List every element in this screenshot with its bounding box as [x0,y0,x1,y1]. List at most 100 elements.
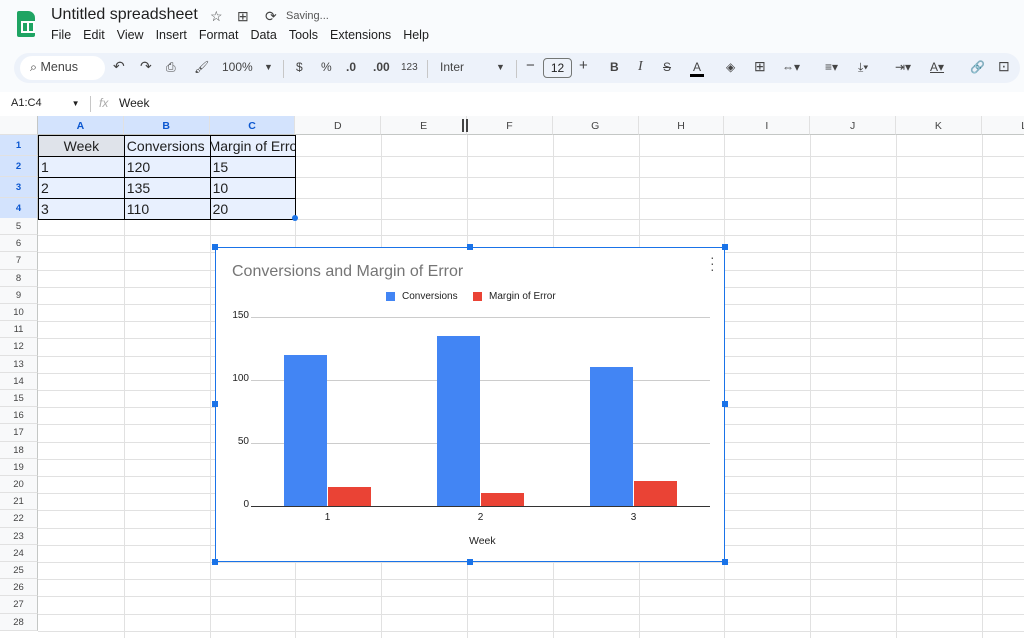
row-header-12[interactable]: 12 [0,338,38,356]
column-header-C[interactable]: C [209,116,296,135]
row-header-13[interactable]: 13 [0,355,38,373]
row-header-7[interactable]: 7 [0,252,38,270]
chart-resize-handle[interactable] [722,559,728,565]
fill-handle[interactable] [292,215,298,221]
italic-button[interactable]: I [638,59,643,74]
row-header-15[interactable]: 15 [0,390,38,408]
menu-insert[interactable]: Insert [155,28,187,42]
merge-cells-icon[interactable]: ⇔▾ [782,60,801,74]
cell-C1[interactable]: Margin of Error [209,135,297,157]
cell-C2[interactable]: 15 [209,156,297,178]
column-header-L[interactable]: L [981,116,1024,135]
document-title[interactable]: Untitled spreadsheet [51,6,198,23]
row-header-6[interactable]: 6 [0,235,38,253]
row-header-16[interactable]: 16 [0,407,38,425]
row-header-8[interactable]: 8 [0,269,38,287]
strikethrough-icon[interactable]: S [663,60,672,74]
row-header-25[interactable]: 25 [0,562,38,580]
menu-edit[interactable]: Edit [83,28,105,42]
column-header-A[interactable]: A [38,116,124,135]
row-header-23[interactable]: 23 [0,527,38,545]
text-rotation-icon[interactable]: A▾ [930,60,945,74]
sheets-logo[interactable] [17,11,35,37]
row-header-3[interactable]: 3 [0,177,38,198]
menu-data[interactable]: Data [250,28,277,42]
redo-icon[interactable]: ↷ [140,58,152,74]
print-icon[interactable]: ⎙ [166,60,176,74]
column-header-B[interactable]: B [123,116,210,135]
row-header-10[interactable]: 10 [0,304,38,322]
column-header-K[interactable]: K [896,116,982,135]
row-header-17[interactable]: 17 [0,424,38,442]
menu-extensions[interactable]: Extensions [330,28,392,42]
row-header-28[interactable]: 28 [0,613,38,631]
menu-file[interactable]: File [51,28,72,42]
row-header-21[interactable]: 21 [0,493,38,511]
row-header-11[interactable]: 11 [0,321,38,339]
column-header-D[interactable]: D [295,116,382,135]
column-header-I[interactable]: I [724,116,811,135]
menu-format[interactable]: Format [198,28,239,42]
zoom-select[interactable]: 100% [222,60,253,74]
row-header-2[interactable]: 2 [0,156,38,177]
text-color-button[interactable]: A [690,60,705,77]
font-size-input[interactable]: 12 [543,58,572,78]
insert-link-icon[interactable]: 🔗 [970,60,985,74]
chevron-down-icon[interactable]: ▼ [264,62,273,72]
cell-A1[interactable]: Week [38,135,125,157]
paint-format-icon[interactable]: 🖌 [194,60,210,74]
font-select[interactable]: Inter [440,60,465,74]
chart[interactable]: Conversions and Margin of Error · · · Conv… [212,244,728,565]
chart-resize-handle[interactable] [722,401,728,407]
cell-A3[interactable]: 2 [38,177,125,199]
cell-B4[interactable]: 110 [123,198,211,220]
row-header-26[interactable]: 26 [0,579,38,597]
column-header-G[interactable]: G [552,116,639,135]
menu-view[interactable]: View [116,28,144,42]
row-header-18[interactable]: 18 [0,441,38,459]
column-resize-handle[interactable] [462,119,468,132]
row-header-24[interactable]: 24 [0,544,38,562]
text-wrapping-icon[interactable]: ⇥▾ [895,60,912,74]
increase-font-size-button[interactable]: + [579,57,588,74]
formula-input[interactable]: Week [119,96,150,110]
cell-B2[interactable]: 120 [123,156,211,178]
row-header-5[interactable]: 5 [0,218,38,236]
menu-tools[interactable]: Tools [288,28,319,42]
column-header-E[interactable]: E [381,116,467,135]
search-menus-button[interactable]: ⌕ Menus [20,56,105,80]
currency-button[interactable]: $ [296,60,303,74]
cell-A2[interactable]: 1 [38,156,125,178]
column-header-H[interactable]: H [638,116,725,135]
undo-icon[interactable]: ↶ [113,58,125,74]
row-header-9[interactable]: 9 [0,286,38,304]
horizontal-align-icon[interactable]: ≡▾ [825,60,839,74]
row-header-1[interactable]: 1 [0,135,38,156]
fill-color-icon[interactable]: ◈ [726,60,736,74]
cell-C4[interactable]: 20 [209,198,297,220]
row-header-20[interactable]: 20 [0,476,38,494]
move-folder-icon[interactable]: ⊞ [237,8,249,24]
cell-A4[interactable]: 3 [38,198,125,220]
increase-decimal-button[interactable]: .00 [373,60,390,74]
chart-resize-handle[interactable] [212,559,218,565]
chart-resize-handle[interactable] [212,401,218,407]
row-header-27[interactable]: 27 [0,596,38,614]
name-box[interactable]: A1:C4 ▼ [11,97,80,109]
cell-B3[interactable]: 135 [123,177,211,199]
row-header-22[interactable]: 22 [0,510,38,528]
cell-B1[interactable]: Conversions [123,135,211,157]
bold-button[interactable]: B [610,60,619,74]
chart-resize-handle[interactable] [467,559,473,565]
chevron-down-icon[interactable]: ▼ [496,62,505,72]
more-options-icon[interactable]: · · · [710,249,715,277]
row-header-14[interactable]: 14 [0,372,38,390]
chart-resize-handle[interactable] [212,244,218,250]
column-header-F[interactable]: F [467,116,553,135]
chart-resize-handle[interactable] [467,244,473,250]
decrease-font-size-button[interactable]: − [526,57,535,74]
menu-help[interactable]: Help [403,28,429,42]
insert-comment-icon[interactable]: ⊡ [998,58,1010,74]
chart-resize-handle[interactable] [722,244,728,250]
row-header-19[interactable]: 19 [0,458,38,476]
